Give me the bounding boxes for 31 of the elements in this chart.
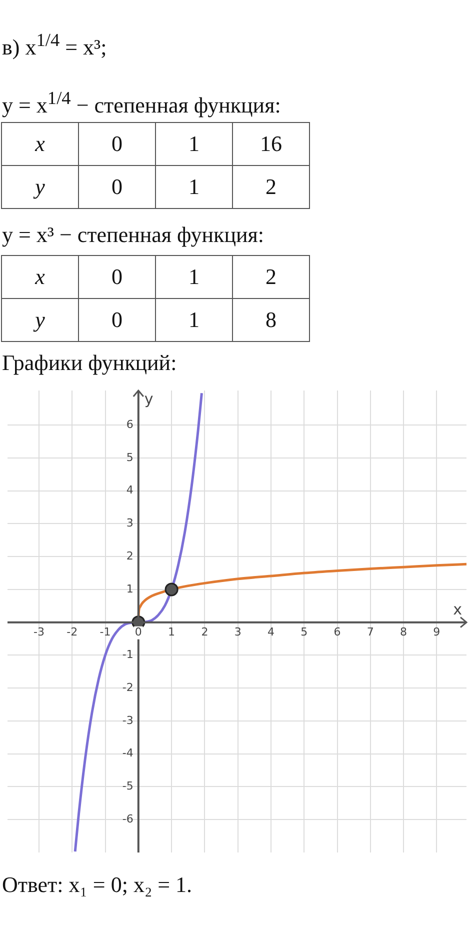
text: 1 <box>156 166 232 208</box>
text: 1 <box>156 122 232 166</box>
text: y <box>2 166 78 208</box>
text: 1 <box>156 298 232 342</box>
text: 0 <box>78 166 156 208</box>
text: x <box>2 122 78 166</box>
x-tick-label: 5 <box>300 626 308 639</box>
text: 0 <box>78 122 156 166</box>
x-tick-label: 3 <box>234 626 242 639</box>
x-tick-label: 6 <box>334 626 341 639</box>
text: Графики функций: <box>2 350 177 376</box>
x-tick-label: 7 <box>366 626 374 639</box>
text: y <box>2 298 78 342</box>
text: 8 <box>232 298 310 342</box>
text: Ответ: x₁ = 0; x₂ = 1. <box>2 872 192 898</box>
x-axis-title: x <box>453 600 462 619</box>
text: y = x³ − степенная функция: <box>2 222 264 248</box>
text: y = x$^{1/4}$ − степенная функция: <box>2 88 281 118</box>
text: 0 <box>78 256 156 298</box>
x-tick-label: 4 <box>267 626 274 639</box>
text: 1 <box>156 256 232 298</box>
text: x <box>2 256 78 298</box>
text: 0 <box>78 298 156 342</box>
text: 2 <box>232 256 310 298</box>
text: 2 <box>232 166 310 208</box>
x-tick-label: 2 <box>201 626 208 639</box>
x-tick-label: 8 <box>400 626 408 639</box>
x-tick-label: 9 <box>433 626 440 639</box>
x-tick-label: -3 <box>34 626 44 639</box>
text: 16 <box>232 122 310 166</box>
text: в) x$^{1/4}$ = x³; <box>2 30 107 60</box>
